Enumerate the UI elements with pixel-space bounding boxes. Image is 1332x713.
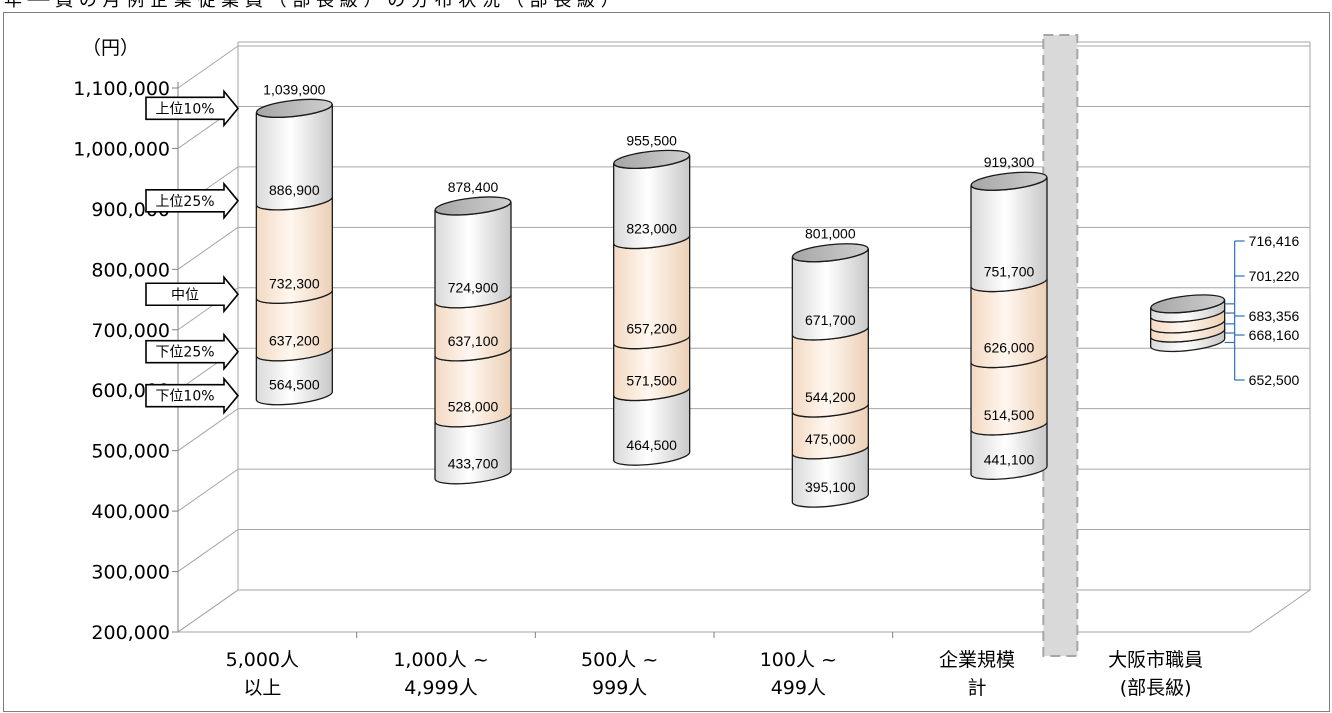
x-tick-label-line1: 大阪市職員 [1108, 649, 1203, 671]
percentile-arrow-label: 上位25% [155, 194, 214, 210]
value-label: 955,500 [626, 132, 677, 148]
callout-value-label: 668,160 [1249, 327, 1300, 343]
value-label: 732,300 [269, 275, 320, 291]
gridline-side [177, 529, 239, 572]
value-label: 919,300 [984, 154, 1035, 170]
value-label: 878,400 [448, 179, 499, 195]
gridline-side [177, 589, 239, 633]
gridline-side [177, 408, 239, 452]
x-tick-label-line1: 企業規模 [939, 649, 1015, 671]
percentile-arrow [145, 275, 240, 314]
percentile-arrow [145, 181, 240, 221]
value-label: 886,900 [269, 182, 320, 198]
value-label-layer: 564,500 637,200 732,300 886,900 1,039,900 433… [263, 81, 1299, 495]
x-tick-label-line2: 999人 [592, 677, 647, 699]
value-label: 637,100 [448, 333, 499, 349]
x-tick-label-line1: 100人 ~ [760, 649, 837, 671]
value-label: 671,700 [805, 312, 856, 328]
x-tick-label-line1: 1,000人 ~ [393, 649, 488, 671]
cylinder-top-cap [791, 243, 869, 263]
y-tick-label: 200,000 [91, 622, 170, 644]
chart-floor [176, 589, 1312, 633]
percentile-arrow [145, 89, 240, 128]
value-label: 441,100 [984, 451, 1035, 467]
percentile-arrow-label: 下位25% [155, 345, 214, 361]
cylinder-top-cap [970, 171, 1048, 191]
gridline-side [177, 226, 239, 270]
x-tick-label-line2: 以上 [243, 677, 281, 699]
y-tick-label: 300,000 [91, 562, 170, 584]
chart-frame [3, 12, 1330, 712]
value-label: 528,000 [448, 399, 499, 415]
percentile-arrow-label: 上位10% [155, 101, 214, 117]
callout-value-label: 716,416 [1249, 233, 1300, 249]
value-label: 544,200 [805, 389, 856, 405]
percentile-arrow-label: 中位 [171, 287, 199, 303]
x-tick-label-line2: 4,999人 [404, 677, 477, 699]
value-label: 626,000 [984, 340, 1035, 356]
cylinder-layer [255, 98, 1226, 508]
gridline-side [177, 468, 239, 512]
value-label: 751,700 [984, 264, 1035, 280]
value-label: 724,900 [448, 280, 499, 296]
divider-column [1042, 34, 1079, 657]
cylinder-top-cap [613, 149, 691, 169]
value-label: 395,100 [805, 479, 856, 495]
value-label: 433,700 [448, 456, 499, 472]
value-label: 571,500 [626, 372, 677, 388]
y-tick-label: 1,000,000 [73, 138, 170, 160]
gridline-side [177, 45, 239, 89]
value-label: 637,200 [269, 333, 320, 349]
callout-value-label: 683,356 [1249, 308, 1300, 324]
value-label: 564,500 [269, 377, 320, 393]
x-tick-label-line2: (部長級) [1120, 677, 1192, 699]
callout-value-label: 652,500 [1249, 372, 1300, 388]
x-tick-label-line2: 計 [967, 677, 986, 699]
percentile-arrow-label: 下位10% [155, 389, 214, 405]
value-label: 657,200 [626, 321, 677, 337]
value-label: 514,500 [984, 407, 1035, 423]
y-axis-unit-label: （円） [82, 37, 139, 59]
cylinder-top-cap [255, 98, 333, 118]
x-tick-label-line1: 5,000人 [226, 649, 299, 671]
x-tick-label-line2: 499人 [771, 677, 826, 699]
value-label: 823,000 [626, 220, 677, 236]
cylinder-top-cap [1150, 294, 1226, 314]
y-tick-label: 800,000 [91, 259, 170, 281]
value-label: 475,000 [805, 431, 856, 447]
value-label: 464,500 [626, 437, 677, 453]
y-tick-label: 400,000 [91, 501, 170, 523]
percentile-arrow [145, 376, 240, 415]
chart-header-text: 年 ── 員 の 月 例 企 業 従 業 員 （ 部 長 級 ） の 分 布 状… [4, 0, 619, 11]
x-tick-label-line1: 500人 ~ [581, 649, 658, 671]
value-label: 801,000 [805, 226, 856, 242]
axis-layer: 200,000300,000400,000500,000600,000700,0… [73, 41, 1312, 699]
percentile-arrow [145, 332, 240, 371]
y-tick-label: 700,000 [91, 320, 170, 342]
y-tick-label: 1,100,000 [73, 78, 170, 100]
callout-value-label: 701,220 [1249, 268, 1300, 284]
value-label: 1,039,900 [263, 81, 325, 97]
y-tick-label: 500,000 [91, 441, 170, 463]
cylinder-top-cap [434, 196, 512, 216]
divider-fill [1043, 35, 1078, 656]
